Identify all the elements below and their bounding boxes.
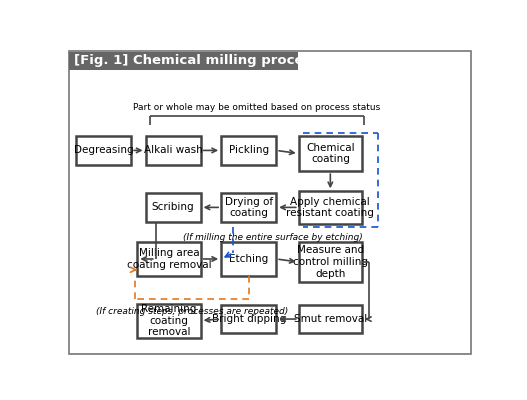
- FancyBboxPatch shape: [138, 304, 201, 338]
- Text: [Fig. 1] Chemical milling process: [Fig. 1] Chemical milling process: [74, 54, 319, 67]
- Text: (If creating steps, processes are repeated): (If creating steps, processes are repeat…: [96, 307, 288, 316]
- Text: Apply chemical
resistant coating: Apply chemical resistant coating: [286, 196, 374, 218]
- Text: Milling area
coating removal: Milling area coating removal: [126, 248, 211, 270]
- FancyBboxPatch shape: [221, 305, 276, 333]
- FancyBboxPatch shape: [145, 193, 201, 222]
- Text: Etching: Etching: [229, 254, 268, 264]
- FancyBboxPatch shape: [138, 242, 201, 276]
- FancyBboxPatch shape: [221, 193, 276, 222]
- Text: Remaining
coating
removal: Remaining coating removal: [141, 304, 197, 337]
- FancyBboxPatch shape: [145, 136, 201, 165]
- Text: Scribing: Scribing: [152, 202, 194, 212]
- FancyBboxPatch shape: [221, 242, 276, 276]
- Text: Part or whole may be omitted based on process status: Part or whole may be omitted based on pr…: [133, 103, 380, 112]
- FancyBboxPatch shape: [221, 136, 276, 165]
- FancyBboxPatch shape: [299, 136, 362, 171]
- Text: (If milling the entire surface by etching): (If milling the entire surface by etchin…: [183, 233, 363, 242]
- Text: Degreasing: Degreasing: [74, 146, 133, 156]
- FancyBboxPatch shape: [299, 191, 362, 224]
- FancyBboxPatch shape: [76, 136, 131, 165]
- FancyBboxPatch shape: [299, 242, 362, 282]
- Text: Measure and
control milling
depth: Measure and control milling depth: [293, 246, 368, 279]
- FancyBboxPatch shape: [299, 305, 362, 333]
- Text: Chemical
coating: Chemical coating: [306, 143, 355, 164]
- Text: Drying of
coating: Drying of coating: [225, 196, 272, 218]
- Text: Pickling: Pickling: [229, 146, 269, 156]
- Text: Smut removal: Smut removal: [294, 314, 367, 324]
- Text: Alkali wash: Alkali wash: [144, 146, 202, 156]
- FancyBboxPatch shape: [69, 52, 298, 70]
- Text: Bright dipping: Bright dipping: [211, 314, 286, 324]
